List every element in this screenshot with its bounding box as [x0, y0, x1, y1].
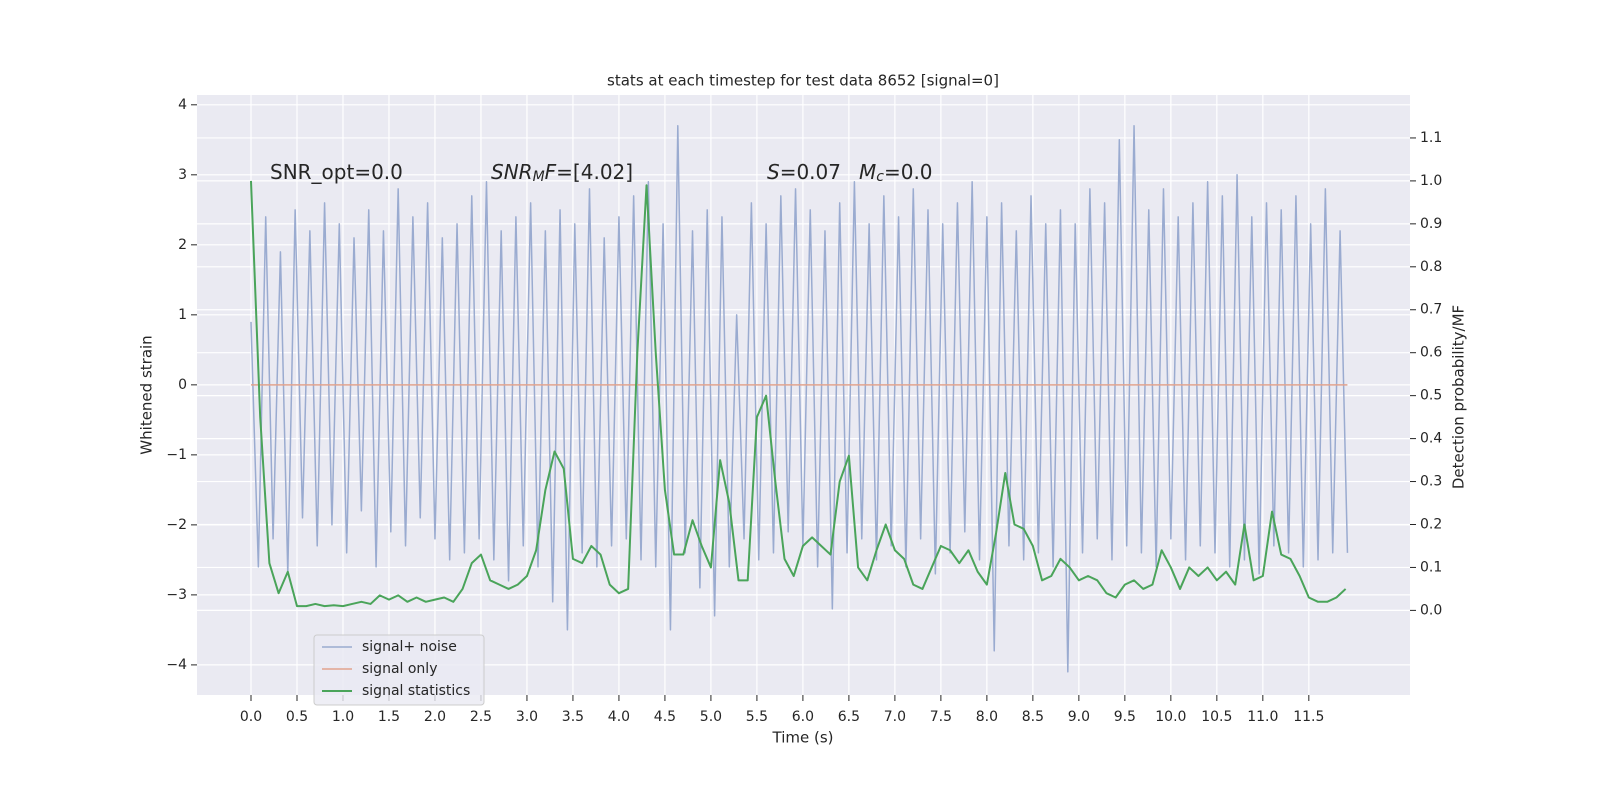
x-tick-label: 1.5: [378, 709, 400, 725]
x-tick-label: 2.0: [424, 709, 446, 725]
y2-tick-label: 0.8: [1420, 259, 1442, 275]
y2-tick-label: 0.0: [1420, 602, 1442, 618]
y-tick-label: 0: [178, 377, 187, 393]
x-tick-label: 5.0: [700, 709, 722, 725]
annotation-part: M: [859, 160, 876, 184]
x-tick-label: 2.5: [470, 709, 492, 725]
series-line: [250, 125, 1349, 673]
annotation-part: SNR: [491, 160, 533, 184]
plot: [249, 125, 1349, 673]
y2-tick-label: 1.1: [1420, 130, 1442, 146]
y2-axis-label: Detection probability/MF: [1450, 305, 1468, 489]
x-tick-label: 11.0: [1247, 709, 1278, 725]
x-tick-label: 1.0: [332, 709, 354, 725]
annotation-part: F: [545, 160, 557, 184]
x-tick-label: 4.5: [654, 709, 676, 725]
y2-tick-label: 0.3: [1420, 474, 1442, 490]
chart-title: stats at each timestep for test data 865…: [607, 72, 999, 90]
y2-tick-label: 0.1: [1420, 559, 1442, 575]
annotation-part: =[4.02]: [556, 160, 633, 184]
x-axis-label: Time (s): [772, 729, 834, 747]
annotation-part: SNR_opt=0.0: [270, 160, 403, 184]
y-tick-label: 2: [178, 237, 187, 253]
x-tick-label: 9.0: [1068, 709, 1090, 725]
annotation-part: S: [767, 160, 780, 184]
y-tick-label: 1: [178, 307, 187, 323]
x-tick-label: 9.5: [1114, 709, 1136, 725]
y-axis-label: Whitened strain: [138, 335, 156, 454]
y2-tick-label: 0.9: [1420, 216, 1442, 232]
x-tick-label: 6.5: [838, 709, 860, 725]
x-tick-label: 7.0: [884, 709, 906, 725]
legend-label: signal only: [362, 661, 437, 677]
x-tick-label: 8.0: [976, 709, 998, 725]
y2-tick-label: 0.5: [1420, 388, 1442, 404]
y2-tick-label: 0.7: [1420, 302, 1442, 318]
y2-tick-label: 0.2: [1420, 516, 1442, 532]
annotation: SNR_opt=0.0: [270, 160, 403, 184]
x-tick-label: 0.5: [286, 709, 308, 725]
y2-tick-label: 0.6: [1420, 345, 1442, 361]
y-tick-label: 4: [178, 97, 187, 113]
y2-tick-label: 0.4: [1420, 431, 1442, 447]
x-tick-label: 5.5: [746, 709, 768, 725]
y-tick-label: −4: [166, 657, 187, 673]
x-tick-label: 7.5: [930, 709, 952, 725]
annotation: SNRMF=[4.02]: [491, 160, 633, 185]
y-tick-label: −2: [166, 517, 187, 533]
x-tick-label: 0.0: [240, 709, 262, 725]
x-tick-label: 3.5: [562, 709, 584, 725]
legend-box: [313, 634, 485, 706]
y-tick-label: 3: [178, 167, 187, 183]
annotation: S=0.07: [767, 160, 841, 184]
y-tick-label: −3: [166, 587, 187, 603]
legend-label: signal statistics: [362, 683, 470, 699]
x-tick-label: 10.0: [1155, 709, 1186, 725]
x-tick-label: 4.0: [608, 709, 630, 725]
legend-label: signal+ noise: [362, 639, 457, 655]
x-tick-label: 8.5: [1022, 709, 1044, 725]
annotation: Mc=0.0: [859, 160, 933, 185]
x-tick-label: 3.0: [516, 709, 538, 725]
y-tick-label: −1: [166, 447, 187, 463]
series-line: [249, 180, 1347, 608]
annotation-part: c: [876, 169, 884, 185]
x-tick-label: 10.5: [1201, 709, 1232, 725]
y2-tick-label: 1.0: [1420, 173, 1442, 189]
annotation-part: =0.07: [780, 160, 841, 184]
x-tick-label: 11.5: [1293, 709, 1324, 725]
annotation-part: M: [533, 169, 545, 185]
annotation-part: =0.0: [884, 160, 933, 184]
x-tick-label: 6.0: [792, 709, 814, 725]
